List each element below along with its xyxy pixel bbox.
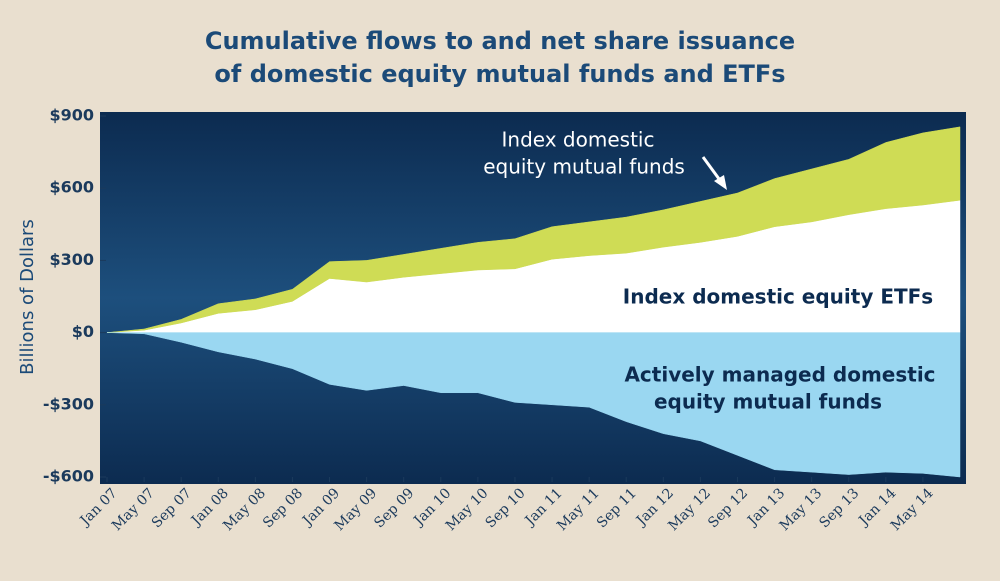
- y-tick-label: -$300: [43, 394, 94, 413]
- y-tick-label: -$600: [43, 467, 94, 486]
- y-tick-label: $300: [49, 250, 94, 269]
- y-tick-label: $600: [49, 178, 94, 197]
- y-tick-label: $900: [49, 106, 94, 125]
- y-tick-label: $0: [72, 322, 94, 341]
- area: [106, 332, 961, 478]
- chart-title: Cumulative flows to and net share issuan…: [205, 27, 795, 55]
- arrow-head: [714, 175, 727, 190]
- area: [106, 126, 961, 333]
- y-axis-label: Billions of Dollars: [17, 219, 38, 375]
- series-label: Actively managed domestic: [624, 363, 935, 387]
- chart-title: of domestic equity mutual funds and ETFs: [214, 60, 785, 88]
- series-label: equity mutual funds: [483, 155, 685, 179]
- series-label: Index domestic equity ETFs: [623, 285, 933, 309]
- series-label: Index domestic: [502, 128, 655, 152]
- annotations: Index domestic equity mutual funds Index…: [483, 128, 935, 414]
- plot: [106, 126, 961, 478]
- series-label: equity mutual funds: [654, 390, 882, 414]
